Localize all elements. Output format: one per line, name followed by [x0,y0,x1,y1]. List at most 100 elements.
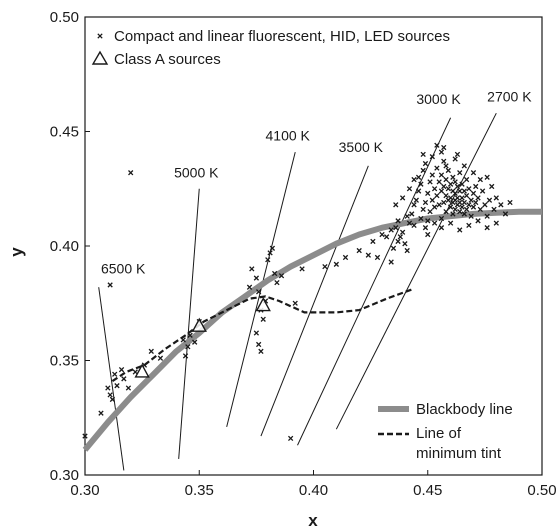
source-point [463,192,470,199]
source-point [493,220,499,226]
cct-label: 2700 K [487,89,532,105]
source-point [246,284,253,290]
x-axis-title: x [308,511,318,530]
x-tick-label: 0.40 [299,482,328,499]
y-axis: 0.30 0.35 0.40 0.45 0.50 [50,9,90,484]
source-point [452,206,458,213]
source-point [443,208,449,215]
source-point [507,199,513,206]
cct-label: 5000 K [174,164,219,180]
source-point [107,282,113,288]
source-point [438,215,445,222]
source-point [477,176,483,183]
source-point [491,206,497,213]
source-point [438,188,445,194]
source-point [109,396,116,403]
source-point [128,170,134,176]
source-point [374,254,381,261]
source-point [397,234,403,240]
source-point [409,211,415,217]
source-point [420,167,426,174]
source-point [411,176,417,183]
y-tick-label: 0.35 [50,353,79,370]
legend-bottom: Blackbody line Line of minimum tint [372,398,532,464]
source-point [473,183,479,190]
triangle-marker-icon [91,50,109,65]
source-point [457,199,463,206]
source-point [98,410,104,416]
source-point [365,252,371,258]
source-point [114,383,120,389]
source-point [121,376,127,382]
scatter-points [82,142,513,442]
y-tick-label: 0.40 [50,238,79,255]
source-point [454,183,461,190]
source-point [466,202,472,208]
cct-line [335,112,497,430]
source-point [322,263,328,270]
source-point [404,247,410,254]
cct-line [226,151,296,428]
x-tick-label: 0.50 [527,482,556,499]
source-point [182,353,189,359]
source-point [477,206,483,213]
x-tick-label: 0.30 [70,482,99,499]
source-point [457,227,463,233]
source-point [457,170,463,176]
x-tick-label: 0.35 [185,482,214,499]
source-point [265,257,271,263]
source-point [436,179,442,185]
source-point [468,197,474,203]
source-point [461,163,467,169]
source-point [452,156,458,162]
source-point [415,188,422,194]
source-point [292,300,298,306]
source-point [125,385,132,391]
source-point [260,316,266,322]
source-point [431,220,438,226]
source-point [406,186,413,192]
source-point [356,247,362,254]
source-point [484,174,490,180]
source-point [267,250,273,256]
source-point [415,174,422,180]
source-point [461,211,467,217]
source-point [466,222,472,229]
source-point [484,225,490,231]
source-point [418,181,424,187]
source-point [411,222,417,229]
cct-line [297,117,452,446]
source-point [105,385,111,391]
source-point [447,204,454,210]
source-point [463,176,470,183]
source-point [420,151,426,158]
source-point [489,183,495,190]
source-point [413,197,419,203]
source-point [395,238,401,245]
source-point [461,199,467,206]
cct-label: 4100 K [266,128,311,144]
source-point [436,202,442,208]
cct-line [178,188,200,460]
legend-label-class-a: Class A sources [114,51,221,68]
source-point [393,202,399,208]
cct-label: 3500 K [339,139,384,155]
source-point [422,160,429,167]
source-point [454,151,461,158]
source-point [271,270,278,277]
source-point [118,367,125,373]
source-point [395,218,401,224]
y-tick-label: 0.45 [50,124,79,141]
source-point [502,211,509,217]
source-point [399,229,406,235]
source-point [461,188,467,194]
source-point [443,192,449,199]
legend-top: Compact and linear fluorescent, HID, LED… [91,28,450,68]
source-point [269,245,276,251]
source-point [256,289,262,295]
source-point [450,211,456,217]
legend-label-sources: Compact and linear fluorescent, HID, LED… [114,28,450,45]
source-point [402,241,408,247]
